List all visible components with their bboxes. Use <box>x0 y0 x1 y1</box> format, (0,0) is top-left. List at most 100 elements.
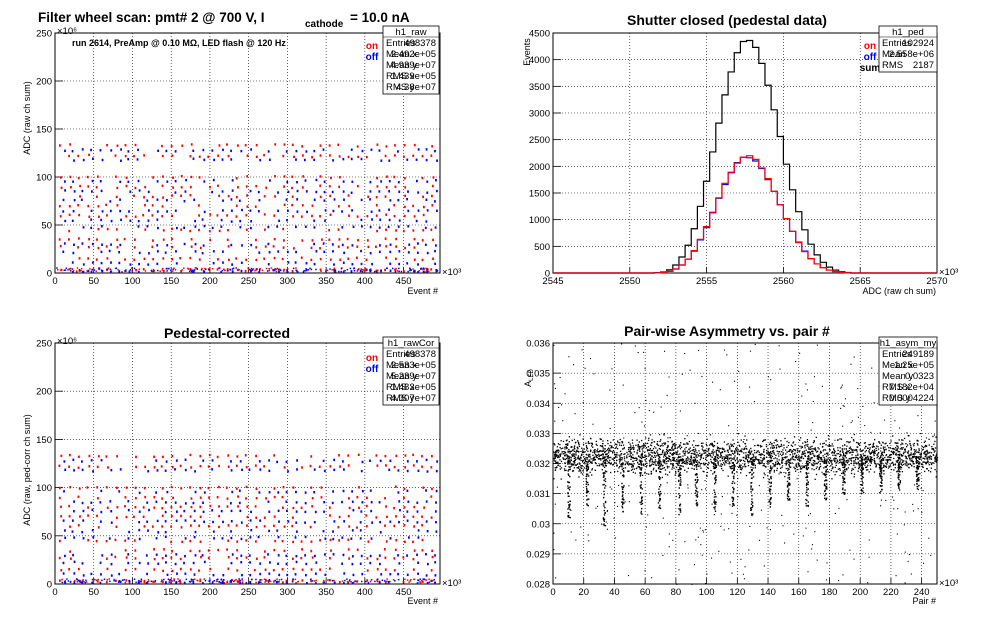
off-point <box>157 149 160 153</box>
on-point <box>134 238 136 241</box>
asym-point <box>618 444 621 446</box>
on-point <box>397 270 399 272</box>
asym-point <box>936 459 939 461</box>
off-point <box>286 270 288 273</box>
asym-point <box>630 469 633 471</box>
asym-point <box>812 464 814 466</box>
sum-histogram <box>553 39 937 274</box>
stats-value: 102924 <box>902 38 934 49</box>
on-point <box>325 269 327 271</box>
asym-point <box>555 462 557 465</box>
asym-point <box>770 451 772 453</box>
asym-point <box>614 470 616 473</box>
asym-point <box>758 462 760 464</box>
off-point <box>370 269 372 272</box>
on-point <box>384 524 386 527</box>
y-tick-label: 3500 <box>529 82 550 93</box>
asym-point <box>730 459 732 462</box>
asym-point <box>721 463 724 466</box>
off-point <box>62 572 65 575</box>
off-point <box>127 157 130 161</box>
off-point <box>120 159 122 162</box>
on-point <box>275 268 277 271</box>
asym-point <box>779 463 781 466</box>
stats-name: h1_ped <box>892 27 924 38</box>
asym-point <box>736 451 738 453</box>
asym-point <box>841 464 843 466</box>
asym-point <box>752 460 755 462</box>
on-point <box>403 524 406 527</box>
on-point <box>159 270 161 273</box>
off-point <box>223 579 225 581</box>
asym-dip-point <box>586 489 588 491</box>
off-point <box>219 581 222 584</box>
asym-point <box>936 460 938 463</box>
asym-point <box>889 459 892 461</box>
asym-dip-point <box>567 492 569 494</box>
asym-point <box>708 461 710 464</box>
off-point <box>91 508 94 512</box>
off-point <box>222 261 224 264</box>
asym-point <box>734 450 736 452</box>
asym-point <box>859 464 861 466</box>
asym-point <box>761 462 763 464</box>
asym-point <box>881 451 883 454</box>
off-point <box>136 158 139 161</box>
asym-point <box>804 453 806 455</box>
on-point <box>226 505 229 508</box>
asym-point <box>765 445 768 448</box>
raw-annotation: run 2614, PreAmp @ 0.10 MΩ, LED flash @ … <box>72 38 286 48</box>
asym-point <box>822 473 824 475</box>
asym-point <box>922 461 925 463</box>
asym-point <box>756 450 758 452</box>
asym-point <box>931 462 933 464</box>
off-point <box>128 580 131 583</box>
on-point <box>265 186 268 189</box>
x-tick-label: 50 <box>88 276 99 287</box>
asym-point <box>740 449 742 452</box>
on-point <box>365 155 368 159</box>
x-tick-label: 180 <box>822 587 838 598</box>
asym-point <box>629 463 631 465</box>
asym-point <box>723 456 725 458</box>
off-point <box>231 553 234 556</box>
off-point <box>194 250 197 253</box>
asym-point <box>932 447 934 450</box>
asym-point <box>807 464 809 466</box>
asym-point <box>705 454 707 457</box>
on-point <box>281 568 284 571</box>
asym-point <box>677 457 679 459</box>
legend-on: on <box>366 41 378 52</box>
asym-point <box>874 452 876 455</box>
x-tick-label: 400 <box>357 587 373 598</box>
asym-point <box>560 460 563 463</box>
asym-point <box>934 450 936 452</box>
on-point <box>69 267 72 270</box>
asym-point <box>773 442 775 444</box>
asym-point <box>745 458 747 460</box>
on-point <box>246 154 249 157</box>
asym-point <box>913 453 915 455</box>
asym-point <box>848 449 850 452</box>
asym-dip-point <box>602 519 605 521</box>
asym-point <box>754 456 756 459</box>
off-point <box>268 529 271 533</box>
x-exponent: ×10³ <box>939 267 958 278</box>
off-point <box>185 178 187 182</box>
asym-point <box>665 463 667 465</box>
asym-point <box>760 454 762 456</box>
asym-point <box>682 459 684 461</box>
on-point <box>183 267 185 269</box>
off-point <box>351 555 354 558</box>
off-point <box>90 148 92 152</box>
asym-dip-point <box>604 501 607 504</box>
asym-point <box>754 467 757 469</box>
asym-point <box>845 460 847 462</box>
off-point <box>295 521 298 524</box>
on-point <box>394 485 397 488</box>
on-point <box>69 525 71 528</box>
on-point <box>311 214 313 218</box>
asym-point <box>616 452 618 454</box>
asym-point <box>766 460 768 463</box>
asym-point <box>860 450 862 452</box>
